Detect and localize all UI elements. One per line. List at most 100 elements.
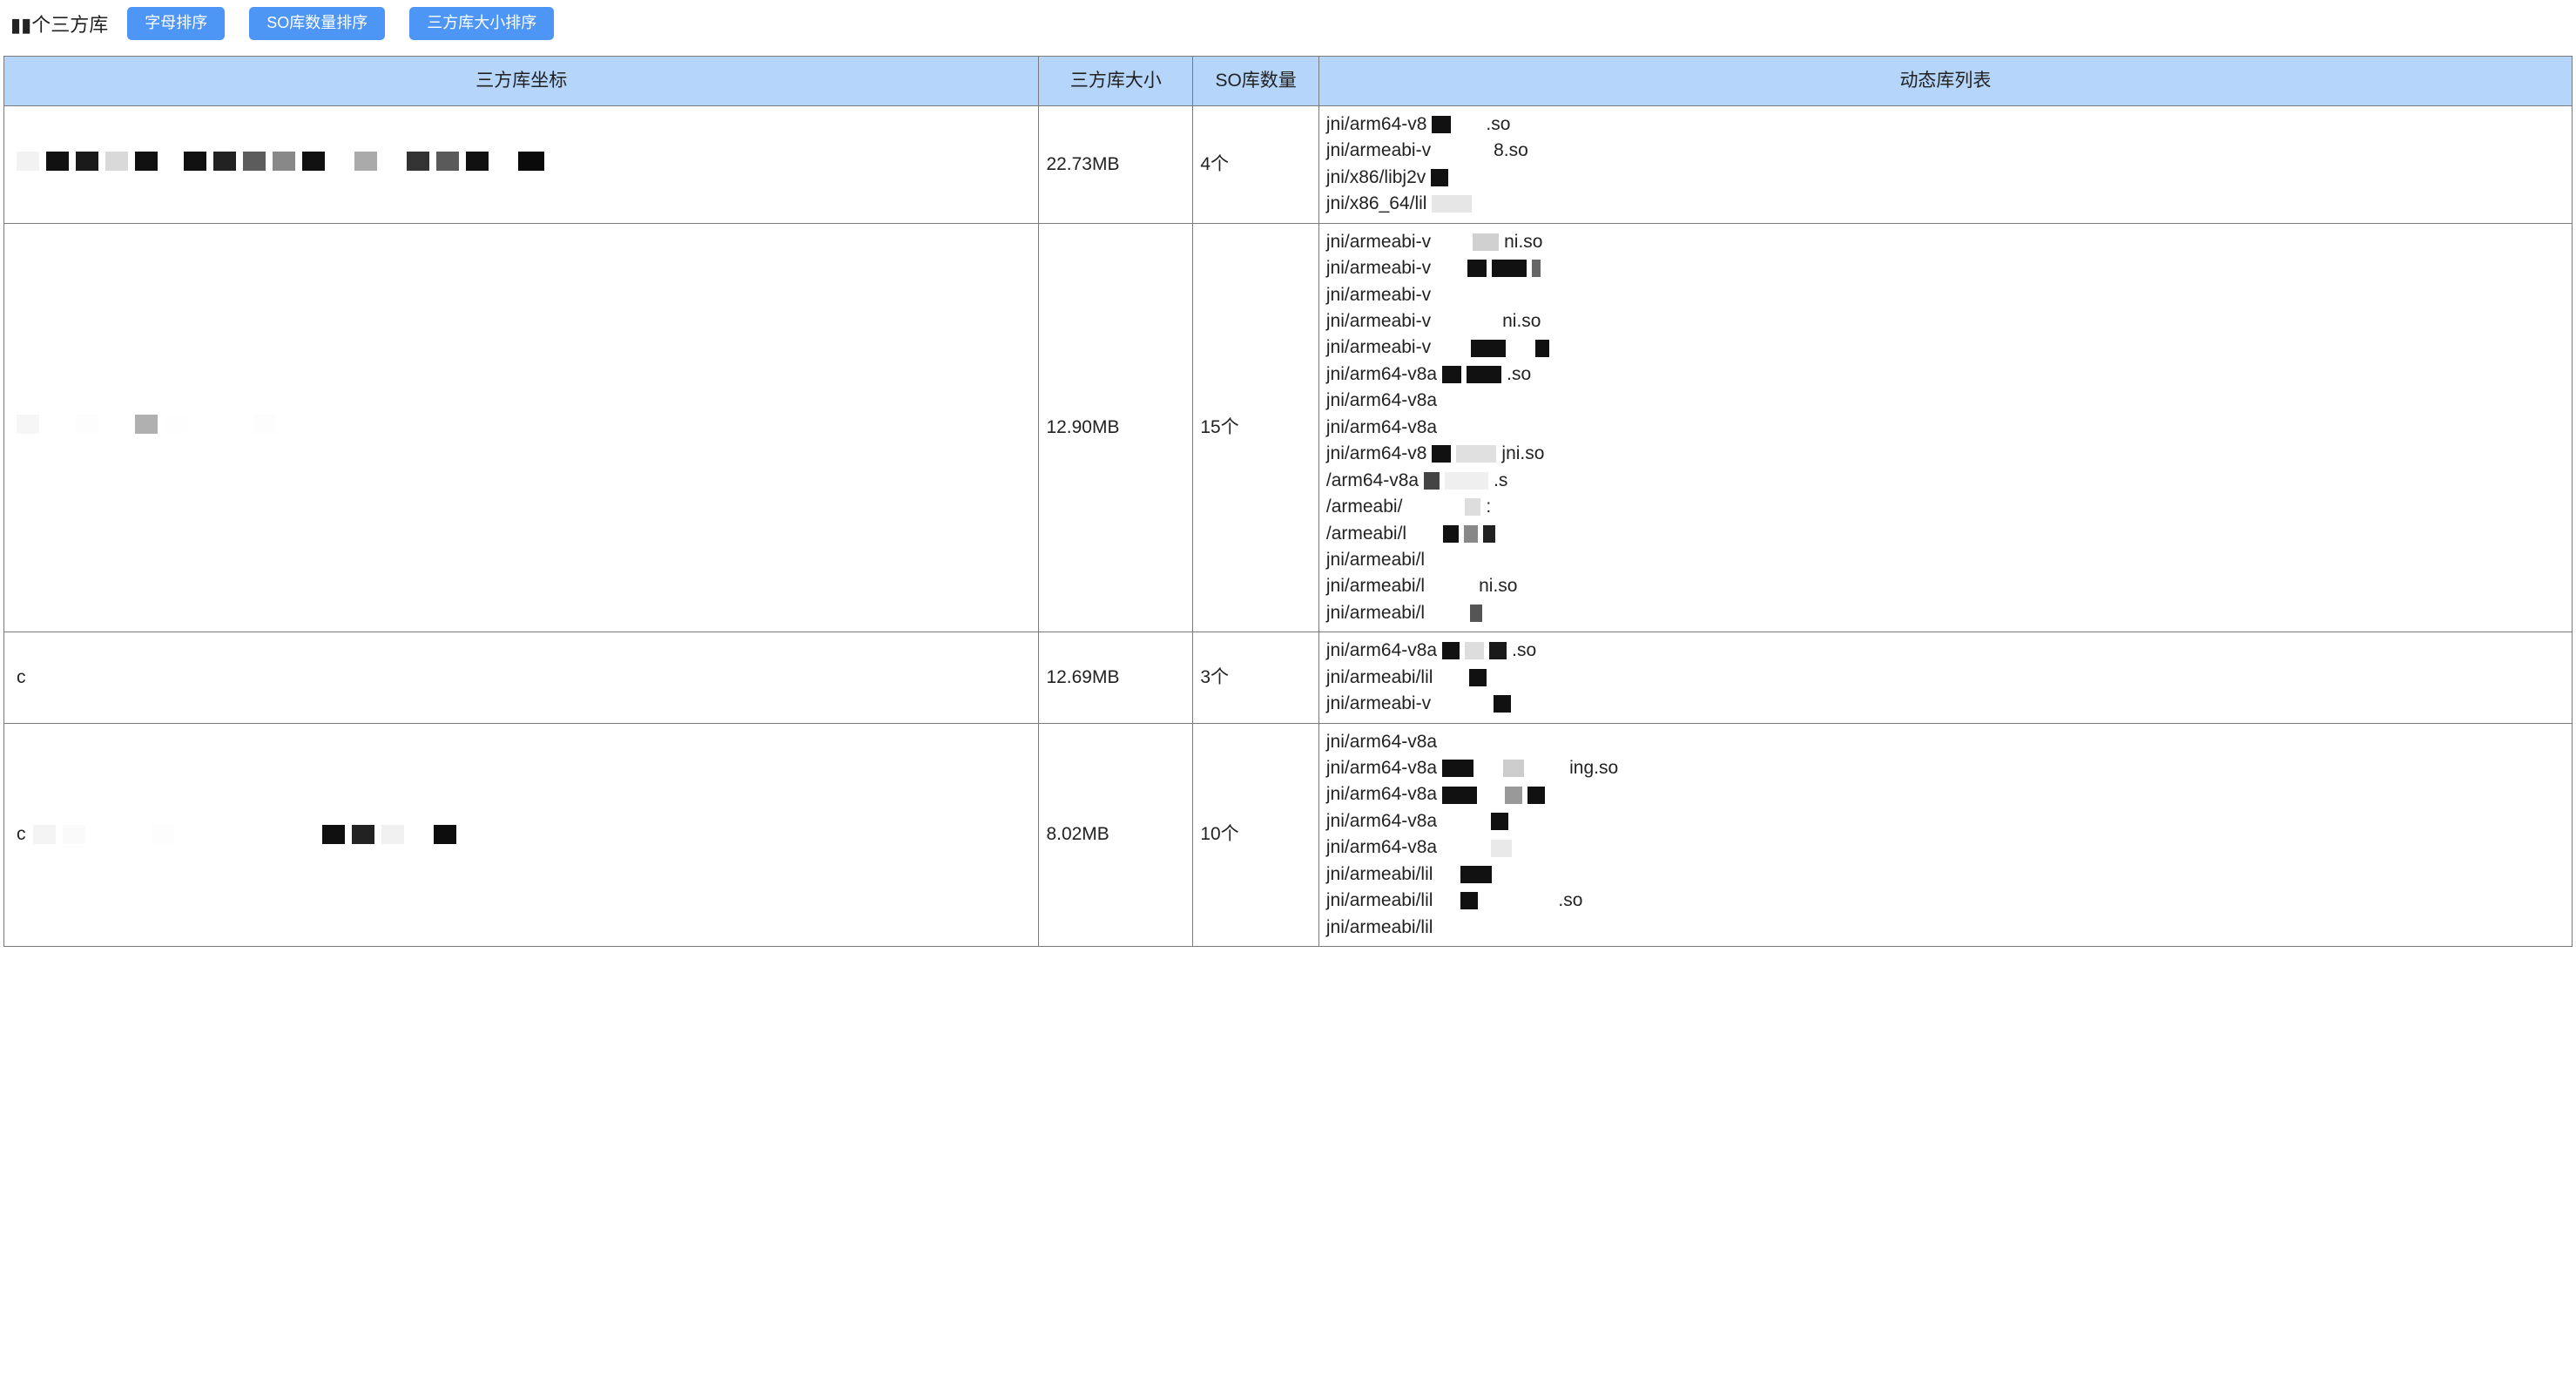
redacted-block xyxy=(332,152,347,171)
redacted-block xyxy=(1436,340,1466,357)
redacted-block xyxy=(1469,669,1487,686)
lib-entry: jni/arm64-v8 jni.so xyxy=(1326,441,2565,467)
lib-entry: jni/x86/libj2v xyxy=(1326,165,2565,191)
lib-prefix: /armeabi/ xyxy=(1326,494,1403,520)
redacted-block xyxy=(407,152,429,171)
redacted-block xyxy=(76,152,98,171)
col-header-size: 三方库大小 xyxy=(1039,56,1193,105)
cell-so-count: 10个 xyxy=(1193,723,1319,947)
lib-suffix: jni.so xyxy=(1501,441,1544,467)
redacted-block xyxy=(76,415,98,434)
redacted-block xyxy=(273,152,295,171)
redacted-block xyxy=(1491,813,1508,830)
coord-text: c xyxy=(17,821,26,848)
lib-suffix: ni.so xyxy=(1504,229,1542,255)
lib-entry: jni/armeabi-vni.so xyxy=(1326,229,2565,255)
cell-coord xyxy=(4,105,1039,223)
redacted-block xyxy=(1464,525,1478,543)
redacted-block xyxy=(1492,260,1527,277)
redacted-block xyxy=(1535,340,1549,357)
redacted-block xyxy=(1430,578,1473,596)
lib-prefix: jni/arm64-v8a xyxy=(1326,834,1437,861)
redacted-block xyxy=(1471,340,1506,357)
toolbar: ▮▮个三方库 字母排序 SO库数量排序 三方库大小排序 xyxy=(3,3,2573,56)
lib-prefix: jni/arm64-v8a xyxy=(1326,729,1437,755)
redacted-block xyxy=(1438,892,1455,909)
redacted-block xyxy=(1467,366,1501,383)
lib-entry: jni/armeabi-v8.so xyxy=(1326,138,2565,164)
redacted-block xyxy=(1527,787,1545,804)
sort-alpha-button[interactable]: 字母排序 xyxy=(127,7,225,40)
redacted-block xyxy=(1503,760,1524,777)
redacted-block xyxy=(1494,695,1511,713)
lib-suffix: .so xyxy=(1512,638,1536,664)
redacted-block xyxy=(46,415,69,434)
lib-prefix: jni/armeabi-v xyxy=(1326,691,1431,717)
lib-prefix: jni/armeabi-v xyxy=(1326,308,1431,334)
lib-prefix: jni/armeabi/lil xyxy=(1326,861,1433,888)
redacted-block xyxy=(1445,472,1488,490)
lib-entry: jni/arm64-v8a xyxy=(1326,781,2565,807)
redacted-block xyxy=(213,152,236,171)
lib-prefix: jni/armeabi/l xyxy=(1326,600,1425,626)
redacted-block xyxy=(436,152,459,171)
lib-entry: /armeabi/: xyxy=(1326,494,2565,520)
redacted-block xyxy=(181,825,204,844)
cell-so-count: 4个 xyxy=(1193,105,1319,223)
lib-suffix: ni.so xyxy=(1479,573,1517,599)
redacted-block xyxy=(1442,787,1477,804)
lib-entry: /armeabi/l xyxy=(1326,521,2565,547)
lib-suffix: : xyxy=(1486,494,1491,520)
lib-suffix: .so xyxy=(1507,361,1531,388)
lib-entry: jni/armeabi/l xyxy=(1326,547,2565,573)
lib-entry: jni/armeabi/lil xyxy=(1326,861,2565,888)
redacted-block xyxy=(105,152,128,171)
lib-prefix: /arm64-v8a xyxy=(1326,468,1419,494)
lib-prefix: jni/arm64-v8a xyxy=(1326,361,1437,388)
lib-entry: jni/arm64-v8a .so xyxy=(1326,638,2565,664)
redacted-block xyxy=(105,415,128,434)
lib-prefix: jni/arm64-v8 xyxy=(1326,441,1427,467)
redacted-block xyxy=(1489,642,1507,659)
redacted-block xyxy=(63,825,85,844)
lib-entry: jni/x86_64/lil xyxy=(1326,191,2565,217)
cell-size: 22.73MB xyxy=(1039,105,1193,223)
redacted-block xyxy=(1432,195,1472,213)
lib-entry: jni/arm64-v8.so xyxy=(1326,111,2565,138)
lib-entry: jni/armeabi/lil xyxy=(1326,665,2565,691)
redacted-block xyxy=(152,825,174,844)
cell-libs: jni/arm64-v8ajni/arm64-v8aing.sojni/arm6… xyxy=(1318,723,2572,947)
redacted-block xyxy=(135,152,158,171)
redacted-block xyxy=(1483,525,1495,543)
redacted-block xyxy=(293,825,315,844)
redacted-block xyxy=(1442,840,1486,857)
lib-prefix: jni/arm64-v8a xyxy=(1326,638,1437,664)
redacted-block xyxy=(1436,260,1462,277)
redacted-block xyxy=(1479,760,1498,777)
redacted-block xyxy=(1436,233,1467,251)
redacted-block xyxy=(518,152,544,171)
redacted-block xyxy=(352,825,374,844)
redacted-block xyxy=(165,415,187,434)
lib-prefix: jni/arm64-v8a xyxy=(1326,808,1437,834)
redacted-block xyxy=(122,825,145,844)
redacted-block xyxy=(384,152,400,171)
redacted-block xyxy=(1456,116,1480,133)
sort-so-count-button[interactable]: SO库数量排序 xyxy=(249,7,385,40)
redacted-block xyxy=(270,825,286,844)
lib-prefix: jni/armeabi/lil xyxy=(1326,665,1433,691)
redacted-block xyxy=(354,152,377,171)
sort-size-button[interactable]: 三方库大小排序 xyxy=(409,7,554,40)
redacted-block xyxy=(1460,866,1492,883)
cell-coord: c xyxy=(4,723,1039,947)
redacted-block xyxy=(1442,760,1473,777)
library-count-label: ▮▮个三方库 xyxy=(10,10,108,37)
col-header-so-count: SO库数量 xyxy=(1193,56,1319,105)
redacted-block xyxy=(92,825,115,844)
lib-prefix: jni/armeabi/lil xyxy=(1326,888,1433,914)
redacted-block xyxy=(184,152,206,171)
redacted-block xyxy=(17,415,39,434)
redacted-block xyxy=(1442,366,1461,383)
redacted-block xyxy=(302,152,325,171)
redacted-block xyxy=(1407,498,1460,516)
